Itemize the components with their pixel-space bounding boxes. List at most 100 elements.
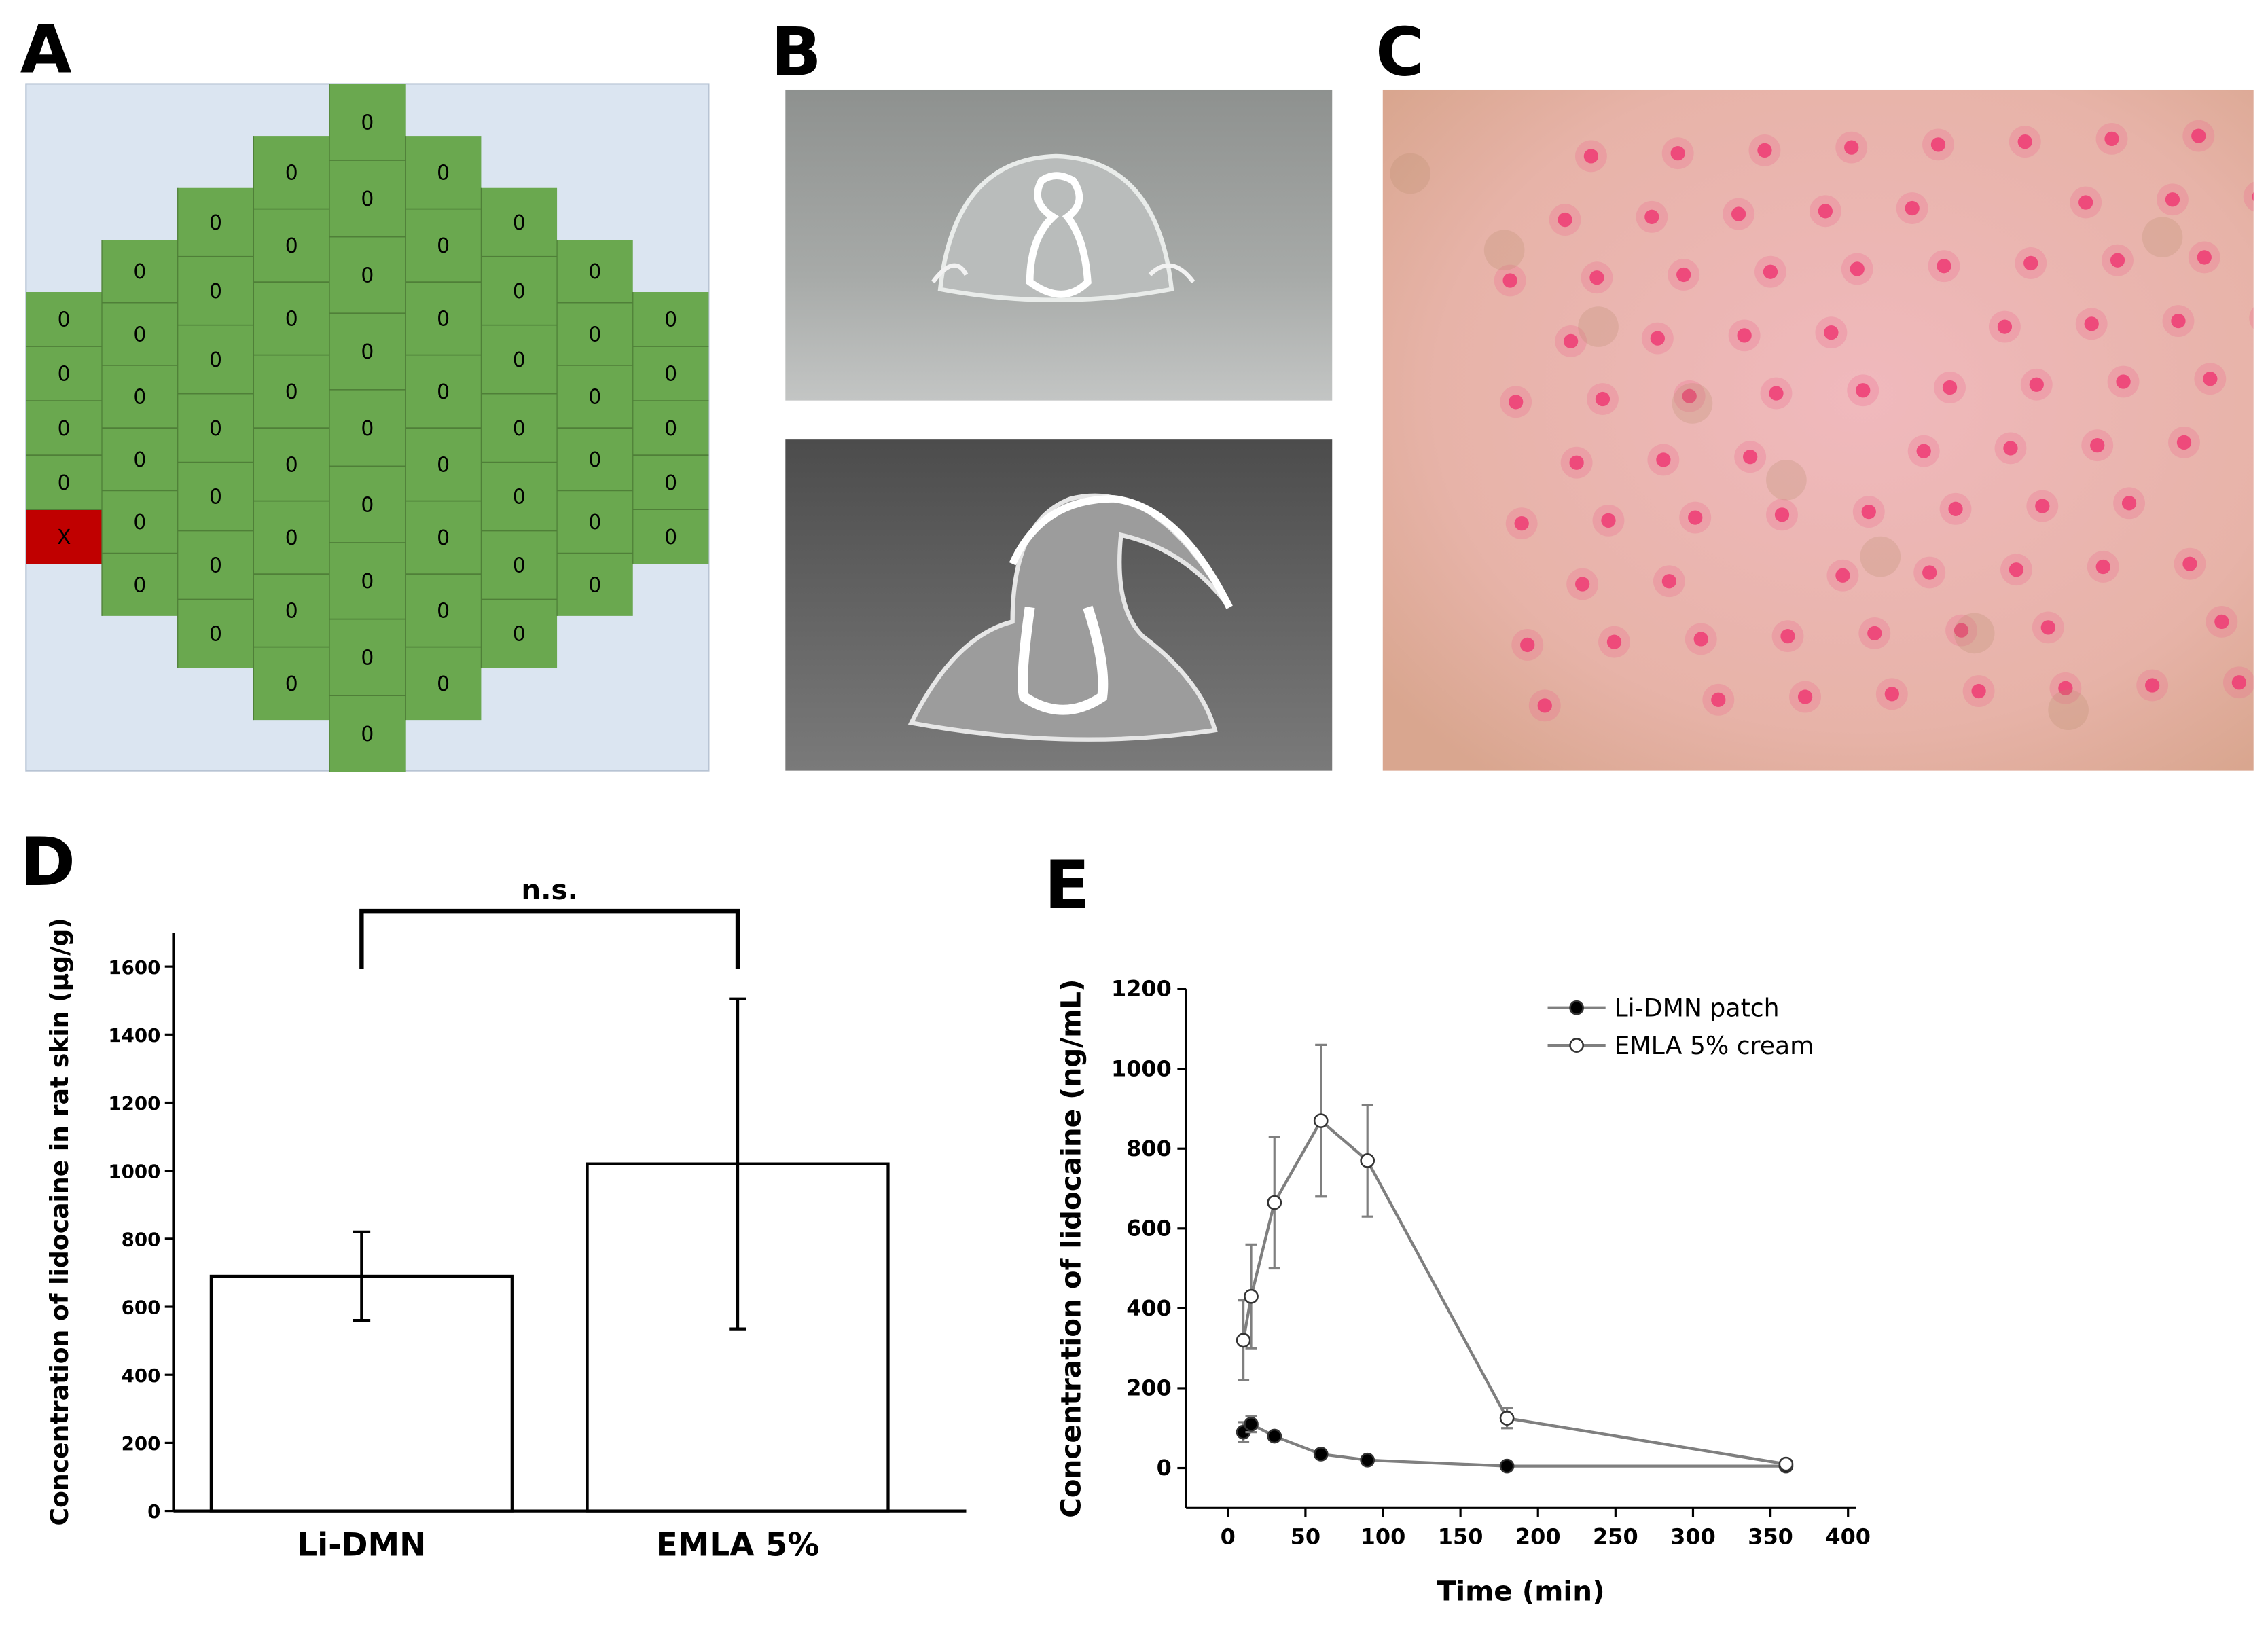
data-point <box>1499 1411 1515 1426</box>
skin-dot <box>2252 192 2254 201</box>
cell-label: 0 <box>285 672 298 696</box>
y-tick-label: 1400 <box>108 1024 160 1047</box>
panel-d: 0 200 400 600 800 1000 1200 1400 1600 Concentrati… <box>45 873 967 1564</box>
skin-dot-halo <box>1653 565 1685 598</box>
skin-dot <box>2084 316 2099 331</box>
skin-dot <box>2017 134 2032 149</box>
skin-dot-halo <box>1641 322 1674 355</box>
cell-label: 0 <box>285 380 298 404</box>
legend-label: EMLA 5% cream <box>1614 1031 1814 1060</box>
cell-label: 0 <box>513 348 526 372</box>
skin-dot-halo <box>2049 672 2082 704</box>
data-point <box>1244 1288 1259 1304</box>
cell-label: 0 <box>285 234 298 258</box>
skin-dot-halo <box>1922 128 1954 161</box>
skin-dot-halo <box>1858 617 1891 649</box>
data-point <box>1313 1113 1329 1128</box>
legend-label: Li-DMN patch <box>1614 994 1779 1023</box>
skin-dot <box>1693 632 1708 647</box>
skin-dot-halo <box>1945 614 1977 647</box>
skin-dot-halo <box>2009 126 2041 158</box>
skin-dot <box>2040 620 2055 635</box>
skin-dot-halo <box>2168 426 2200 458</box>
skin-dot <box>1763 264 1778 279</box>
x-tick-label: 350 <box>1748 1524 1793 1550</box>
y-tick-label: 600 <box>122 1297 161 1319</box>
skin-spot <box>1578 306 1619 347</box>
panel-b <box>785 89 1333 771</box>
skin-dot-halo <box>1679 501 1712 534</box>
skin-dot-halo <box>2095 122 2128 155</box>
skin-dot <box>1867 626 1882 641</box>
skin-dot-halo <box>1734 441 1767 473</box>
skin-dot <box>1942 380 1958 395</box>
y-tick-label: 0 <box>147 1500 160 1523</box>
skin-dot <box>1656 452 1671 467</box>
panel-letter: B <box>771 14 822 92</box>
skin-dot-halo <box>1815 316 1848 349</box>
cell-label: 0 <box>58 417 71 441</box>
y-tick-label: 1200 <box>108 1092 160 1115</box>
skin-dot-halo <box>1934 372 1966 403</box>
cell-label: 0 <box>588 511 601 535</box>
legend-marker <box>1569 1000 1584 1015</box>
skin-dot-halo <box>2032 611 2064 644</box>
y-tick-label: 200 <box>1126 1375 1172 1401</box>
skin-dot-halo <box>2026 490 2059 522</box>
cell-label: 0 <box>361 264 374 288</box>
cell-label: 0 <box>588 260 601 284</box>
y-tick-label: 0 <box>1157 1455 1172 1481</box>
skin-dot <box>1780 629 1795 644</box>
skin-dot <box>2078 195 2093 210</box>
skin-dot-halo <box>2000 554 2032 586</box>
skin-dot-halo <box>2107 365 2140 398</box>
cell-label: 0 <box>133 448 146 472</box>
skin-dot <box>1997 319 2013 334</box>
cell-label: 0 <box>361 340 374 364</box>
skin-dot-halo <box>2182 120 2215 152</box>
cell-label: 0 <box>285 308 298 331</box>
skin-dot <box>1520 637 1535 653</box>
cell-label: 0 <box>209 417 222 441</box>
cell-label: 0 <box>285 526 298 550</box>
cell-label: 0 <box>588 323 601 346</box>
cell-label: 0 <box>58 363 71 386</box>
skin-dot <box>1971 683 1986 699</box>
data-point <box>1313 1447 1329 1462</box>
cell-label: 0 <box>58 471 71 495</box>
skin-dot <box>2182 556 2197 571</box>
skin-spot <box>1766 459 1807 501</box>
needle-shape <box>937 153 1174 302</box>
skin-dot <box>1558 212 1572 228</box>
skin-dot <box>1644 209 1659 224</box>
panel-letter: D <box>20 824 75 901</box>
x-tick-label: 200 <box>1515 1524 1561 1550</box>
skin-dot <box>1502 273 1517 288</box>
cell-label: 0 <box>664 417 677 441</box>
series-line <box>1242 1118 1786 1466</box>
x-tick-label: Li-DMN <box>297 1527 426 1564</box>
data-point <box>1267 1195 1282 1210</box>
legend-marker <box>1569 1038 1584 1053</box>
grid-column <box>177 187 254 668</box>
skin-dot <box>2176 435 2192 450</box>
skin-dot-halo <box>1592 504 1625 537</box>
cell-label: 0 <box>664 363 677 386</box>
skin-dot-halo <box>1549 204 1581 236</box>
skin-dot-halo <box>1494 264 1526 297</box>
skin-dot-halo <box>1789 681 1821 713</box>
skin-dot <box>1737 328 1752 343</box>
cell-label: 0 <box>361 723 374 746</box>
skin-dot-halo <box>1766 499 1798 531</box>
panel-e: 0 200 400 600 800 1000 1200 0 50 100 150 200 250 300 3… <box>1055 976 1871 1608</box>
cell-label: X <box>57 526 71 549</box>
skin-dot-halo <box>2020 368 2053 401</box>
cell-label: 0 <box>133 511 146 535</box>
y-tick-label: 200 <box>122 1432 161 1455</box>
skin-dot <box>2203 372 2218 386</box>
cell-label: 0 <box>437 380 450 404</box>
y-tick-label: 1600 <box>108 956 160 979</box>
skin-dot-halo <box>2087 551 2119 583</box>
x-tick-label: 0 <box>1221 1524 1236 1550</box>
skin-dot-halo <box>1989 310 2021 343</box>
